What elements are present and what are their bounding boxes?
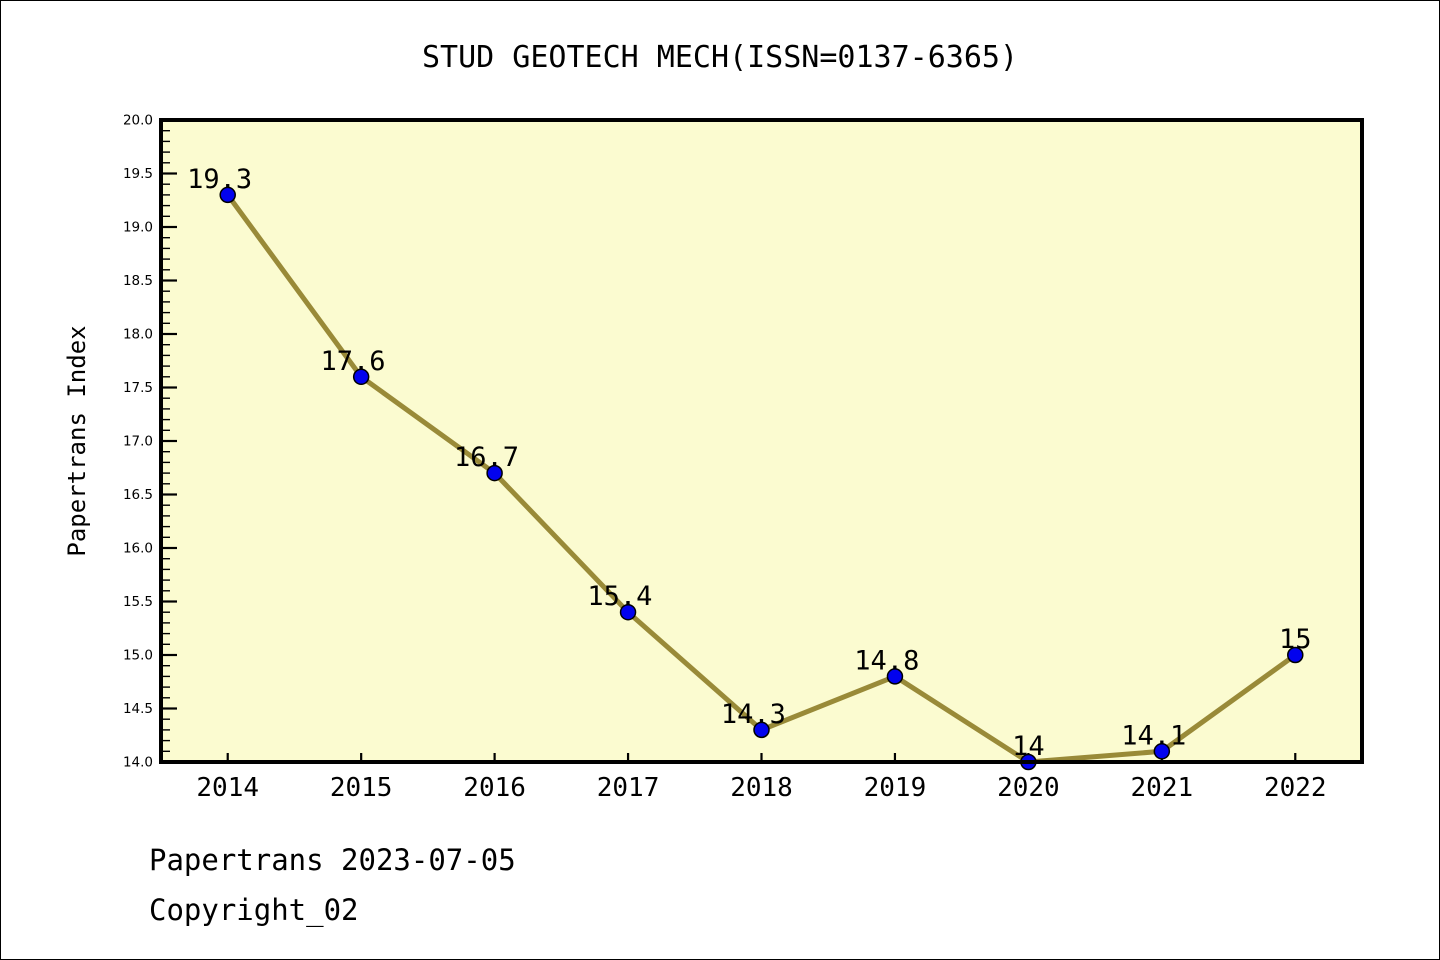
x-tick-label: 2017 bbox=[597, 773, 660, 803]
data-point-label: 14.8 bbox=[854, 645, 919, 676]
data-point bbox=[1153, 743, 1171, 760]
y-tick-label: 14.0 bbox=[123, 755, 153, 771]
y-tick-label: 17.0 bbox=[123, 434, 153, 450]
data-point bbox=[753, 721, 770, 739]
data-point-label: 17.6 bbox=[321, 346, 386, 377]
x-tick-label: 2022 bbox=[1264, 773, 1327, 803]
data-point-label: 14.1 bbox=[1121, 720, 1186, 751]
y-tick-label: 15.0 bbox=[123, 648, 153, 664]
data-point bbox=[1287, 646, 1304, 664]
data-point-label: 14.3 bbox=[721, 699, 786, 730]
y-tick-label: 16.5 bbox=[123, 487, 153, 503]
x-tick-label: 2019 bbox=[864, 773, 927, 803]
y-tick-label: 19.5 bbox=[123, 166, 153, 182]
data-point bbox=[619, 603, 637, 621]
data-point bbox=[486, 464, 503, 482]
x-tick-label: 2018 bbox=[730, 773, 793, 803]
data-point-label: 19.3 bbox=[187, 164, 252, 195]
x-tick-label: 2014 bbox=[196, 773, 259, 803]
x-tick-label: 2016 bbox=[463, 773, 526, 803]
data-point bbox=[219, 186, 236, 204]
data-point-label: 15.4 bbox=[587, 581, 652, 612]
footer-copyright: Copyright_02 bbox=[149, 893, 359, 927]
y-tick-label: 17.5 bbox=[123, 380, 153, 396]
y-tick-label: 16.0 bbox=[123, 541, 153, 557]
y-tick-label: 14.5 bbox=[123, 701, 153, 717]
data-point bbox=[886, 668, 904, 685]
data-point bbox=[352, 368, 370, 386]
x-tick-label: 2015 bbox=[330, 773, 393, 803]
y-tick-label: 20.0 bbox=[123, 113, 153, 129]
axis-frame bbox=[159, 118, 1364, 764]
chart-title: STUD GEOTECH MECH(ISSN=0137-6365) bbox=[421, 40, 1019, 75]
y-tick-label: 15.5 bbox=[123, 594, 153, 610]
footer-source-date: Papertrans 2023-07-05 bbox=[149, 843, 516, 877]
y-tick-label: 18.0 bbox=[123, 327, 153, 343]
data-point-label: 16.7 bbox=[454, 442, 519, 473]
y-tick-label: 19.0 bbox=[123, 220, 153, 236]
plot-background bbox=[161, 120, 1362, 762]
x-tick-label: 2021 bbox=[1131, 773, 1194, 803]
x-tick-label: 2020 bbox=[997, 773, 1060, 803]
y-tick-label: 18.5 bbox=[123, 273, 153, 289]
